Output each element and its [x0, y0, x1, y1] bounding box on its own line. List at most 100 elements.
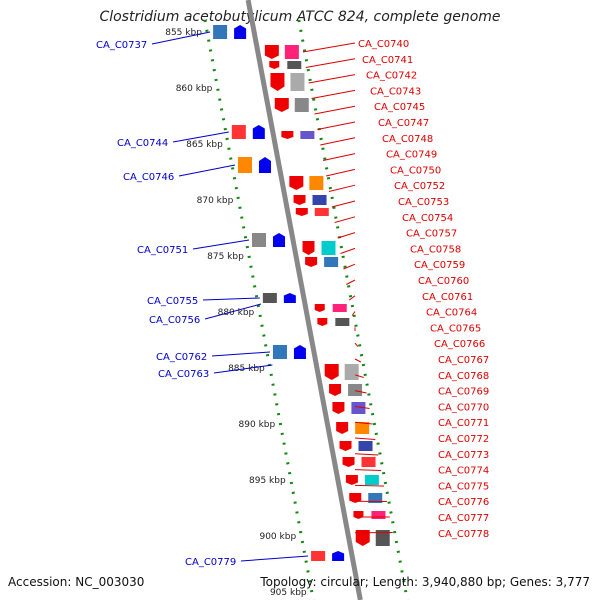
backbone-line: [245, 0, 363, 600]
right-gene-label: CA_C0758: [410, 244, 461, 255]
forward-gene-box: [371, 511, 386, 519]
right-label-leader: [334, 216, 356, 223]
right-gene-label: CA_C0748: [382, 134, 433, 145]
right-gene-label: CA_C0753: [398, 197, 449, 208]
gene-arrow: [281, 131, 294, 139]
gene-arrow: [339, 441, 352, 451]
forward-gene-box: [287, 61, 302, 69]
left-label-leader: [151, 31, 211, 45]
gene-arrow: [289, 176, 304, 190]
gene-box: [309, 176, 324, 190]
right-gene-label: CA_C0776: [438, 497, 489, 508]
gene-box: [332, 304, 347, 312]
reverse-gene-arrow: [273, 233, 286, 247]
right-gene-label: CA_C0759: [414, 260, 465, 271]
right-label-leader: [314, 105, 356, 115]
left-gene-label: CA_C0762: [156, 352, 207, 363]
gene-box: [290, 73, 305, 91]
gene-box: [314, 208, 329, 216]
gene-box: [237, 157, 252, 173]
forward-gene-arrow: [270, 73, 285, 91]
ruler-label: 905 kbp: [270, 588, 307, 598]
reverse-gene-arrow: [234, 25, 247, 39]
forward-gene-box: [364, 475, 379, 485]
right-gene-label: CA_C0770: [438, 402, 489, 413]
reverse-gene-box: [262, 293, 277, 303]
forward-gene-arrow: [355, 530, 370, 546]
right-gene-label: CA_C0749: [386, 150, 437, 161]
right-gene-label: CA_C0771: [438, 418, 489, 429]
ruler-label: 890 kbp: [239, 420, 276, 430]
forward-gene-arrow: [314, 304, 325, 312]
ruler-label: 870 kbp: [197, 196, 234, 206]
gene-arrow: [332, 402, 345, 414]
right-label-leader: [354, 405, 370, 409]
right-label-leader: [317, 121, 356, 130]
left-label-leader: [192, 239, 250, 250]
gene-box: [371, 511, 386, 519]
gene-box: [294, 98, 309, 112]
gene-box: [324, 257, 339, 267]
forward-gene-box: [324, 257, 339, 267]
ruler-label: 855 kbp: [165, 28, 202, 38]
right-gene-label: CA_C0740: [358, 39, 409, 50]
right-label-leader: [354, 484, 385, 487]
gene-arrow: [283, 293, 296, 303]
reverse-gene-box: [272, 345, 287, 359]
forward-gene-box: [309, 176, 324, 190]
reverse-gene-box: [252, 233, 267, 247]
left-gene-label: CA_C0779: [185, 557, 236, 568]
right-gene-label: CA_C0768: [438, 371, 489, 382]
forward-gene-box: [368, 493, 383, 503]
genome-summary-text: Topology: circular; Length: 3,940,880 bp…: [260, 575, 590, 589]
left-label-leader: [204, 303, 262, 320]
left-label-leader: [211, 351, 270, 357]
gene-arrow: [264, 45, 279, 59]
right-gene-label: CA_C0764: [426, 308, 477, 319]
forward-gene-arrow: [302, 241, 315, 255]
right-gene-label: CA_C0772: [438, 434, 489, 445]
forward-gene-arrow: [281, 131, 294, 139]
gene-box: [311, 551, 326, 561]
left-gene-label: CA_C0744: [117, 138, 168, 149]
right-gene-label: CA_C0766: [434, 339, 485, 350]
gene-arrow: [274, 98, 289, 112]
gene-arrow: [324, 364, 339, 380]
right-label-leader: [302, 42, 356, 53]
gene-arrow: [270, 73, 285, 91]
forward-gene-arrow: [317, 318, 328, 326]
forward-gene-arrow: [324, 364, 339, 380]
reverse-gene-arrow: [258, 157, 271, 173]
gene-arrow: [349, 493, 362, 503]
right-gene-label: CA_C0775: [438, 481, 489, 492]
gene-box: [361, 457, 376, 467]
left-label-leader: [172, 131, 229, 143]
forward-gene-arrow: [274, 98, 289, 112]
ruler-line-left: [203, 19, 315, 600]
right-label-leader: [328, 184, 356, 192]
gene-box: [351, 402, 366, 414]
right-gene-label: CA_C0743: [370, 86, 421, 97]
gene-box: [344, 364, 359, 380]
gene-arrow: [332, 551, 345, 561]
right-gene-label: CA_C0761: [422, 292, 473, 303]
gene-arrow: [234, 25, 247, 39]
right-label-leader: [354, 453, 379, 456]
forward-gene-arrow: [329, 384, 342, 396]
forward-gene-box: [344, 364, 359, 380]
right-gene-label: CA_C0747: [378, 118, 429, 129]
forward-gene-arrow: [264, 45, 279, 59]
forward-gene-arrow: [339, 441, 352, 451]
reverse-gene-box: [311, 551, 326, 561]
gene-box: [287, 61, 302, 69]
gene-box: [284, 45, 299, 59]
forward-gene-arrow: [332, 402, 345, 414]
gene-box: [272, 345, 287, 359]
right-gene-label: CA_C0745: [374, 102, 425, 113]
reverse-gene-box: [231, 125, 246, 139]
gene-box: [335, 318, 350, 326]
backbone-layer: [245, 0, 363, 600]
gene-arrow: [345, 475, 358, 485]
reverse-gene-box: [213, 25, 228, 39]
